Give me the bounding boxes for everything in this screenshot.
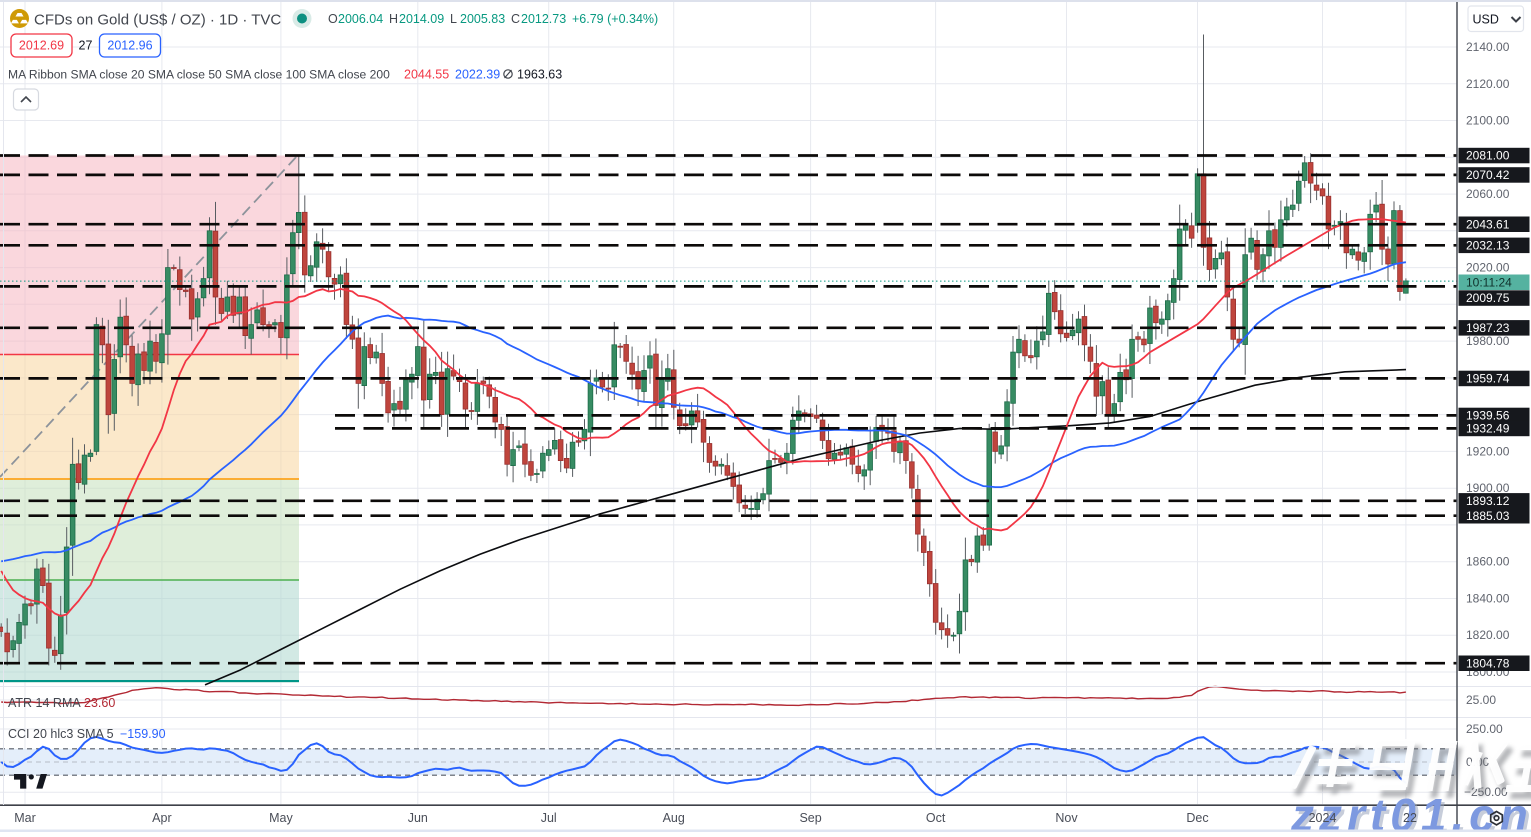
svg-text:1893.12: 1893.12 — [1466, 494, 1510, 508]
svg-text:1980.00: 1980.00 — [1466, 334, 1510, 348]
svg-text:2100.00: 2100.00 — [1466, 114, 1510, 128]
svg-text:Dec: Dec — [1186, 811, 1208, 825]
svg-text:2006.04: 2006.04 — [338, 12, 383, 26]
svg-text:1820.00: 1820.00 — [1466, 628, 1510, 642]
svg-text:1885.03: 1885.03 — [1466, 509, 1510, 523]
svg-text:May: May — [269, 811, 293, 825]
svg-text:O: O — [328, 12, 338, 26]
svg-text:25.00: 25.00 — [1466, 693, 1496, 707]
svg-text:CFDs on Gold (US$ / OZ) · 1D ·: CFDs on Gold (US$ / OZ) · 1D · TVC — [34, 12, 281, 29]
svg-text:MA Ribbon SMA close 20 SMA clo: MA Ribbon SMA close 20 SMA close 50 SMA … — [8, 68, 390, 82]
svg-text:10:11:24: 10:11:24 — [1466, 276, 1512, 290]
svg-text:Oct: Oct — [926, 811, 946, 825]
svg-text:2032.13: 2032.13 — [1466, 239, 1510, 253]
svg-text:27: 27 — [79, 39, 93, 53]
svg-text:2009.75: 2009.75 — [1466, 291, 1510, 305]
svg-text:22: 22 — [1403, 811, 1417, 825]
svg-text:−159.90: −159.90 — [120, 727, 166, 741]
svg-text:Aug: Aug — [663, 811, 685, 825]
svg-text:2022.39: 2022.39 — [455, 68, 500, 82]
svg-text:2120.00: 2120.00 — [1466, 77, 1510, 91]
svg-text:2070.42: 2070.42 — [1466, 168, 1510, 182]
svg-text:2014.09: 2014.09 — [399, 12, 444, 26]
svg-text:1959.74: 1959.74 — [1466, 372, 1510, 386]
svg-text:2024: 2024 — [1309, 811, 1337, 825]
svg-text:Jun: Jun — [408, 811, 428, 825]
svg-text:2005.83: 2005.83 — [460, 12, 505, 26]
svg-text:USD: USD — [1473, 13, 1499, 27]
svg-text:Apr: Apr — [152, 811, 171, 825]
svg-text:1840.00: 1840.00 — [1466, 592, 1510, 606]
svg-text:2012.69: 2012.69 — [19, 39, 64, 53]
svg-text:250.00: 250.00 — [1466, 722, 1503, 736]
svg-text:zzrt01.cn: zzrt01.cn — [1290, 789, 1531, 832]
svg-text:+6.79 (+0.34%): +6.79 (+0.34%) — [572, 12, 658, 26]
svg-text:1987.23: 1987.23 — [1466, 321, 1510, 335]
svg-text:2043.61: 2043.61 — [1466, 217, 1510, 231]
svg-text:1920.00: 1920.00 — [1466, 444, 1510, 458]
svg-text:Mar: Mar — [14, 811, 36, 825]
svg-text:2012.96: 2012.96 — [107, 39, 152, 53]
svg-text:1932.49: 1932.49 — [1466, 422, 1510, 436]
svg-text:1804.78: 1804.78 — [1466, 656, 1510, 670]
svg-text:Jul: Jul — [541, 811, 557, 825]
svg-text:1860.00: 1860.00 — [1466, 555, 1510, 569]
svg-text:H: H — [389, 12, 398, 26]
svg-text:L: L — [450, 12, 457, 26]
svg-text:23.60: 23.60 — [84, 696, 115, 710]
svg-text:2060.00: 2060.00 — [1466, 187, 1510, 201]
svg-text:ATR 14 RMA: ATR 14 RMA — [8, 696, 81, 710]
svg-text:1963.63: 1963.63 — [517, 68, 562, 82]
svg-text:2020.00: 2020.00 — [1466, 261, 1510, 275]
svg-text:C: C — [511, 12, 520, 26]
svg-text:2044.55: 2044.55 — [404, 68, 449, 82]
svg-text:2140.00: 2140.00 — [1466, 40, 1510, 54]
svg-text:CCI 20 hlc3 SMA 5: CCI 20 hlc3 SMA 5 — [8, 727, 114, 741]
svg-text:2081.00: 2081.00 — [1466, 149, 1510, 163]
svg-text:Nov: Nov — [1055, 811, 1078, 825]
svg-text:1939.56: 1939.56 — [1466, 409, 1510, 423]
svg-text:1900.00: 1900.00 — [1466, 481, 1510, 495]
svg-text:Sep: Sep — [799, 811, 821, 825]
svg-text:2012.73: 2012.73 — [521, 12, 566, 26]
